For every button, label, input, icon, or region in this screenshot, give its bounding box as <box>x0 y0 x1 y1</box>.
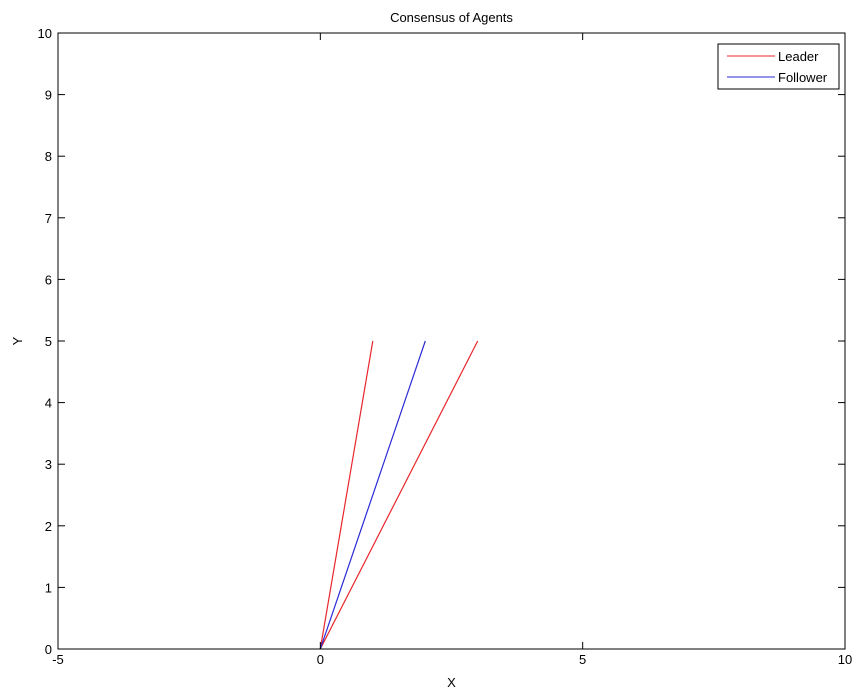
y-tick-label: 0 <box>45 642 52 657</box>
legend-label-leader: Leader <box>778 49 819 64</box>
x-tick-label: 0 <box>317 652 324 667</box>
x-axis: -5 0 5 10 <box>52 33 852 667</box>
x-tick-label: 5 <box>579 652 586 667</box>
chart-title: Consensus of Agents <box>390 10 513 25</box>
y-tick-label: 7 <box>45 211 52 226</box>
legend-label-follower: Follower <box>778 70 828 85</box>
y-tick-label: 5 <box>45 334 52 349</box>
y-axis-label: Y <box>10 336 25 345</box>
legend-box <box>717 43 840 90</box>
y-tick-label: 10 <box>38 26 52 41</box>
y-tick-label: 9 <box>45 88 52 103</box>
y-tick-label: 1 <box>45 580 52 595</box>
y-tick-label: 6 <box>45 272 52 287</box>
y-tick-label: 8 <box>45 149 52 164</box>
series-line-leader-1 <box>319 340 479 650</box>
x-axis-label: X <box>447 675 456 690</box>
plot-area <box>57 32 846 650</box>
legend: Leader Follower <box>717 43 840 90</box>
series-line-leader-0 <box>319 340 374 650</box>
series-line-follower-2 <box>319 340 426 650</box>
lines-group <box>319 340 479 650</box>
y-tick-label: 3 <box>45 457 52 472</box>
y-tick-label: 4 <box>45 396 52 411</box>
x-tick-label: 10 <box>838 652 852 667</box>
y-axis: 0 1 2 3 4 5 6 7 8 9 10 <box>38 26 845 657</box>
y-tick-label: 2 <box>45 519 52 534</box>
x-tick-label: -5 <box>52 652 64 667</box>
